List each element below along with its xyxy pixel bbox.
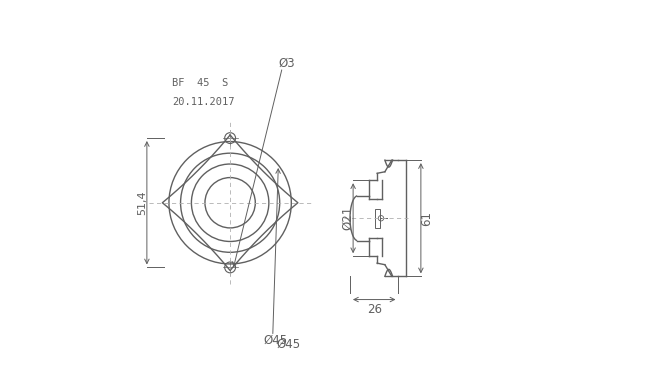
- Text: 61: 61: [420, 211, 433, 226]
- Text: Ø3: Ø3: [279, 57, 295, 70]
- Text: 51,4: 51,4: [137, 190, 147, 215]
- Text: 20.11.2017: 20.11.2017: [172, 97, 235, 107]
- Text: Ø45: Ø45: [277, 338, 301, 351]
- Text: Ø45: Ø45: [263, 334, 287, 347]
- Text: Ø21: Ø21: [341, 206, 354, 230]
- Text: 26: 26: [367, 303, 382, 316]
- Bar: [375, 209, 380, 228]
- Text: BF  45  S: BF 45 S: [172, 78, 228, 88]
